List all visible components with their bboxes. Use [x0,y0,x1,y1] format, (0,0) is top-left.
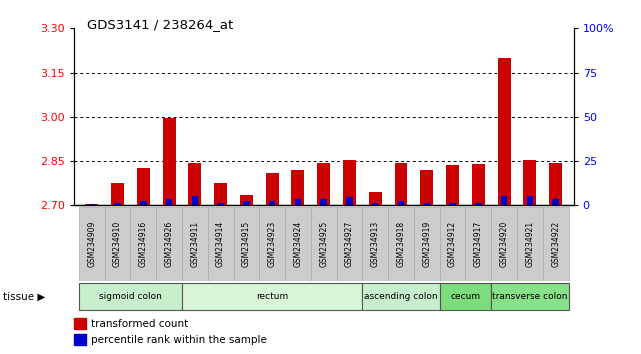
Bar [243,201,249,205]
Text: GSM234918: GSM234918 [397,221,406,267]
Bar [137,169,150,205]
Text: percentile rank within the sample: percentile rank within the sample [91,335,267,345]
Bar [295,199,301,205]
Text: GSM234927: GSM234927 [345,221,354,267]
Text: GSM234914: GSM234914 [216,221,225,267]
Bar [88,204,95,205]
Bar [440,207,465,281]
Bar [465,207,491,281]
Bar [233,207,259,281]
Bar [398,201,404,205]
Bar [269,201,276,205]
Bar [475,202,481,205]
Text: tissue ▶: tissue ▶ [3,291,46,302]
Bar [208,207,233,281]
Bar [266,173,279,205]
Bar [74,334,86,346]
Text: GSM234916: GSM234916 [139,221,148,267]
Text: GSM234922: GSM234922 [551,221,560,267]
Text: rectum: rectum [256,292,288,301]
Bar [362,207,388,281]
Bar [217,202,224,205]
Bar [517,207,543,281]
Bar [182,283,362,310]
Text: GSM234925: GSM234925 [319,221,328,267]
Bar [214,183,227,205]
Bar [114,202,121,205]
Bar [292,170,304,205]
Bar [337,207,362,281]
Text: GSM234926: GSM234926 [165,221,174,267]
Bar [285,207,311,281]
Bar [130,207,156,281]
Text: GSM234910: GSM234910 [113,221,122,267]
Bar [317,162,330,205]
Bar [543,207,569,281]
Bar [166,199,172,205]
Bar [192,195,198,205]
Bar [440,283,491,310]
Text: ascending colon: ascending colon [364,292,438,301]
Bar [320,199,327,205]
Bar [388,207,414,281]
Bar [553,199,559,205]
Text: GSM234913: GSM234913 [370,221,379,267]
Bar [449,202,456,205]
Bar [446,166,459,205]
Bar [343,160,356,205]
Bar [79,283,182,310]
Bar [311,207,337,281]
Text: GSM234924: GSM234924 [294,221,303,267]
Bar [549,162,562,205]
Bar [497,58,510,205]
Text: sigmoid colon: sigmoid colon [99,292,162,301]
Text: GSM234915: GSM234915 [242,221,251,267]
Bar [527,195,533,205]
Bar [85,204,98,205]
Bar [424,202,430,205]
Bar [156,207,182,281]
Bar [369,192,381,205]
Text: GSM234919: GSM234919 [422,221,431,267]
Text: GSM234912: GSM234912 [448,221,457,267]
Text: GSM234917: GSM234917 [474,221,483,267]
Bar [240,195,253,205]
Bar [182,207,208,281]
Bar [111,183,124,205]
Text: transformed count: transformed count [91,319,188,329]
Bar [524,160,537,205]
Bar [259,207,285,281]
Text: GSM234909: GSM234909 [87,221,96,268]
Text: GSM234921: GSM234921 [526,221,535,267]
Bar [501,195,507,205]
Bar [79,207,104,281]
Bar [104,207,130,281]
Text: GSM234920: GSM234920 [499,221,508,267]
Text: cecum: cecum [451,292,481,301]
Bar [346,197,353,205]
Bar [420,170,433,205]
Bar [74,318,86,329]
Bar [188,162,201,205]
Bar [163,118,176,205]
Bar [395,162,408,205]
Bar [414,207,440,281]
Text: GSM234923: GSM234923 [268,221,277,267]
Bar [362,283,440,310]
Text: GSM234911: GSM234911 [190,221,199,267]
Bar [472,164,485,205]
Bar [491,283,569,310]
Text: transverse colon: transverse colon [492,292,568,301]
Bar [491,207,517,281]
Text: GDS3141 / 238264_at: GDS3141 / 238264_at [87,18,233,31]
Bar [372,202,378,205]
Bar [140,201,147,205]
